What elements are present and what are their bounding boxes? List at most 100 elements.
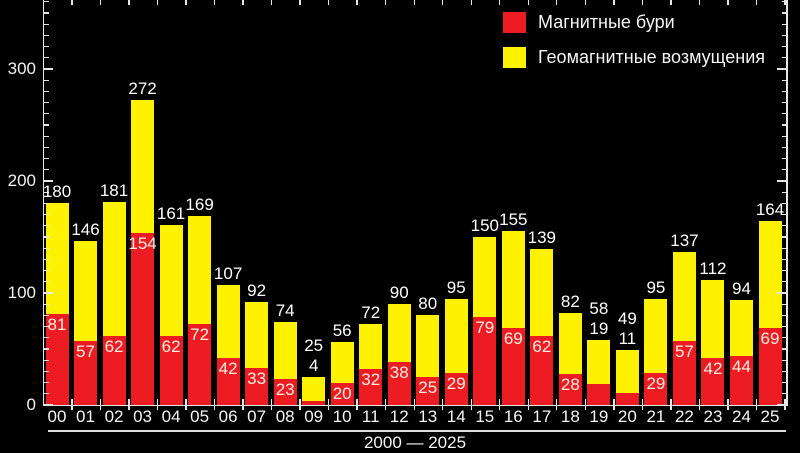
y-tick-right — [781, 247, 786, 249]
bar-total-label-02: 181 — [99, 181, 129, 201]
y-tick-left — [44, 393, 49, 395]
bar-total-label-18: 82 — [560, 292, 580, 312]
x-tick-top — [128, 0, 130, 5]
x-axis-label-23: 23 — [703, 407, 723, 426]
x-tick-top — [413, 0, 415, 5]
y-tick-right — [781, 191, 786, 193]
bar-storms-label-09: 4 — [308, 356, 319, 375]
x-axis-label-17: 17 — [532, 407, 552, 426]
y-tick-right — [781, 34, 786, 37]
y-tick-left — [44, 370, 49, 373]
x-axis-label-00: 00 — [47, 407, 67, 426]
x-axis-label-02: 02 — [104, 407, 124, 426]
y-tick-left — [44, 292, 54, 294]
y-axis-line-right — [786, 0, 788, 406]
x-tick-top — [556, 0, 558, 5]
y-tick-left — [44, 381, 49, 384]
x-axis-label-18: 18 — [560, 407, 580, 426]
bar-disturbances-20 — [615, 350, 639, 405]
bar-storms-24 — [729, 355, 753, 405]
y-tick-right — [781, 57, 786, 59]
x-axis-label-01: 01 — [76, 407, 95, 426]
x-axis-label-16: 16 — [503, 407, 523, 426]
y-tick-right — [781, 281, 786, 283]
x-tick-top — [499, 0, 501, 5]
x-axis-label-24: 24 — [732, 407, 751, 426]
bar-storms-03 — [131, 232, 155, 405]
y-tick-right — [781, 225, 786, 227]
y-tick-right — [781, 236, 786, 238]
y-tick-left — [44, 101, 49, 104]
y-tick-left — [44, 314, 49, 317]
bar-total-label-03: 272 — [128, 79, 157, 99]
y-tick-left — [44, 348, 49, 350]
y-tick-right — [781, 169, 786, 171]
bar-total-label-04: 161 — [156, 203, 186, 223]
y-tick-right — [781, 303, 786, 305]
bar-storms-label-13: 25 — [418, 378, 438, 397]
bar-storms-label-06: 42 — [218, 358, 238, 378]
x-tick-top — [670, 0, 672, 5]
bar-storms-label-21: 29 — [646, 373, 666, 393]
x-axis-label-09: 09 — [304, 407, 324, 426]
bar-total-label-25: 164 — [755, 200, 785, 220]
bar-storms-label-02: 62 — [104, 336, 124, 356]
y-tick-right — [781, 381, 786, 384]
y-tick-right — [781, 359, 786, 361]
bar-storms-01 — [74, 341, 98, 405]
bar-total-label-15: 150 — [470, 216, 499, 235]
bar-storms-20 — [615, 392, 639, 405]
bar-storms-14 — [444, 372, 468, 405]
bar-storms-21 — [644, 372, 668, 405]
x-axis-label-15: 15 — [475, 407, 495, 426]
x-tick-top — [470, 0, 472, 5]
y-tick-left — [44, 281, 49, 283]
y-axis-label: 300 — [7, 59, 36, 78]
bar-storms-23 — [701, 357, 725, 405]
bar-storms-label-14: 29 — [446, 373, 466, 393]
y-tick-right — [777, 292, 786, 294]
y-tick-left — [44, 325, 49, 328]
y-tick-right — [781, 202, 786, 205]
bar-storms-label-16: 69 — [503, 328, 523, 348]
y-tick-right — [781, 124, 786, 126]
y-tick-right — [781, 370, 786, 373]
bar-total-label-21: 95 — [646, 277, 666, 297]
bar-storms-label-24: 44 — [732, 356, 751, 376]
x-tick-top — [242, 0, 244, 5]
y-tick-left — [44, 359, 49, 361]
x-tick-top — [156, 0, 159, 5]
legend-item-storms: Магнитные бури — [503, 11, 765, 33]
bar-total-label-17: 139 — [527, 228, 557, 248]
bar-storms-18 — [558, 373, 582, 405]
bar-storms-16 — [501, 327, 525, 405]
bar-storms-05 — [188, 324, 212, 405]
x-axis-separator-line — [48, 430, 786, 432]
x-axis-label-05: 05 — [190, 407, 210, 426]
y-tick-left — [44, 202, 49, 205]
y-axis-line-left — [42, 0, 45, 406]
bar-storms-12 — [387, 362, 411, 405]
bar-storms-00 — [45, 314, 69, 405]
bar-storms-label-11: 32 — [361, 370, 381, 390]
bar-storms-label-07: 33 — [247, 369, 267, 389]
x-tick-top — [527, 0, 529, 5]
x-tick-top — [99, 0, 102, 5]
x-axis-line-bottom — [42, 404, 788, 407]
y-tick-left — [44, 135, 49, 137]
y-tick-left — [44, 23, 49, 25]
y-tick-left — [44, 213, 49, 216]
bar-total-label-12: 90 — [389, 283, 409, 303]
x-axis-label-12: 12 — [389, 407, 409, 426]
bar-storms-label-04: 62 — [161, 336, 181, 356]
y-tick-left — [44, 404, 54, 406]
y-tick-right — [777, 180, 786, 182]
bar-total-label-23: 112 — [699, 258, 727, 278]
bar-total-label-10: 56 — [332, 321, 352, 341]
y-tick-left — [44, 12, 49, 14]
bar-total-label-20: 49 — [617, 309, 637, 329]
bar-total-label-24: 94 — [732, 278, 751, 298]
x-axis-label-06: 06 — [218, 407, 238, 426]
bar-storms-08 — [273, 379, 297, 405]
